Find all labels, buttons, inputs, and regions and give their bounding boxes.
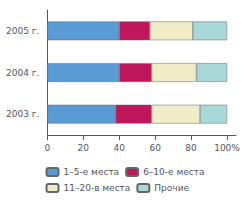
svg-text:Прочие: Прочие <box>154 183 189 193</box>
svg-text:60: 60 <box>149 143 161 153</box>
svg-text:2004 г.: 2004 г. <box>6 68 39 78</box>
svg-text:6–10-е места: 6–10-е места <box>143 167 204 177</box>
svg-text:2005 г.: 2005 г. <box>6 26 39 36</box>
svg-text:11–20-в места: 11–20-в места <box>64 183 131 193</box>
svg-text:100%: 100% <box>214 143 240 153</box>
svg-text:1–5-е места: 1–5-е места <box>64 167 120 177</box>
svg-text:20: 20 <box>78 143 90 153</box>
svg-text:40: 40 <box>113 143 125 153</box>
svg-text:80: 80 <box>185 143 197 153</box>
svg-text:0: 0 <box>44 143 50 153</box>
svg-text:2003 г.: 2003 г. <box>6 109 39 119</box>
